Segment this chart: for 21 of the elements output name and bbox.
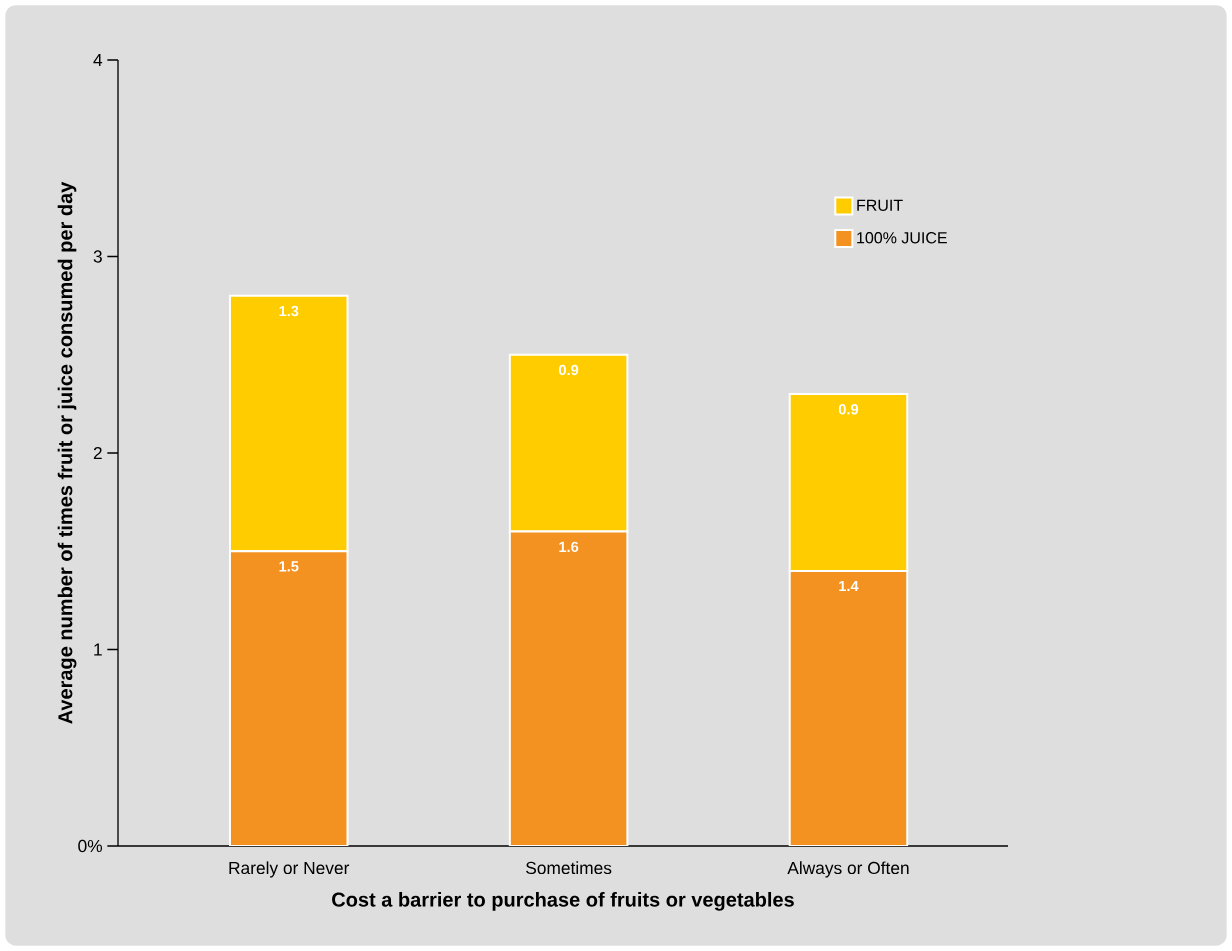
data-label: 1.5 [279,561,299,572]
data-label: 0.9 [559,364,579,376]
data-label: 1.6 [559,541,579,553]
data-label: 0.9 [838,404,859,415]
y-tick-label: 1 [94,643,102,656]
data-label: 1.4 [839,580,859,592]
y-tick-label: 4 [93,54,103,66]
legend-label: 100% JUICE [857,232,947,244]
bar [508,530,629,846]
x-tick-label: Rarely or Never [229,861,350,878]
x-tick-label: Sometimes [526,861,612,875]
bar [228,550,349,846]
y-tick-label: 3 [93,250,102,263]
y-tick-label: 0% [78,839,103,853]
data-label: 1.3 [279,305,299,317]
y-axis-title: Average number of times fruit or juice consumed per day [57,181,77,724]
y-tick-label: 2 [93,446,102,460]
x-axis-title: Cost a barrier to purchase of fruits or vegetables [332,892,794,911]
x-tick-label: Always or Often [787,861,909,878]
legend-label: FRUIT [857,199,903,211]
bar [788,569,909,846]
